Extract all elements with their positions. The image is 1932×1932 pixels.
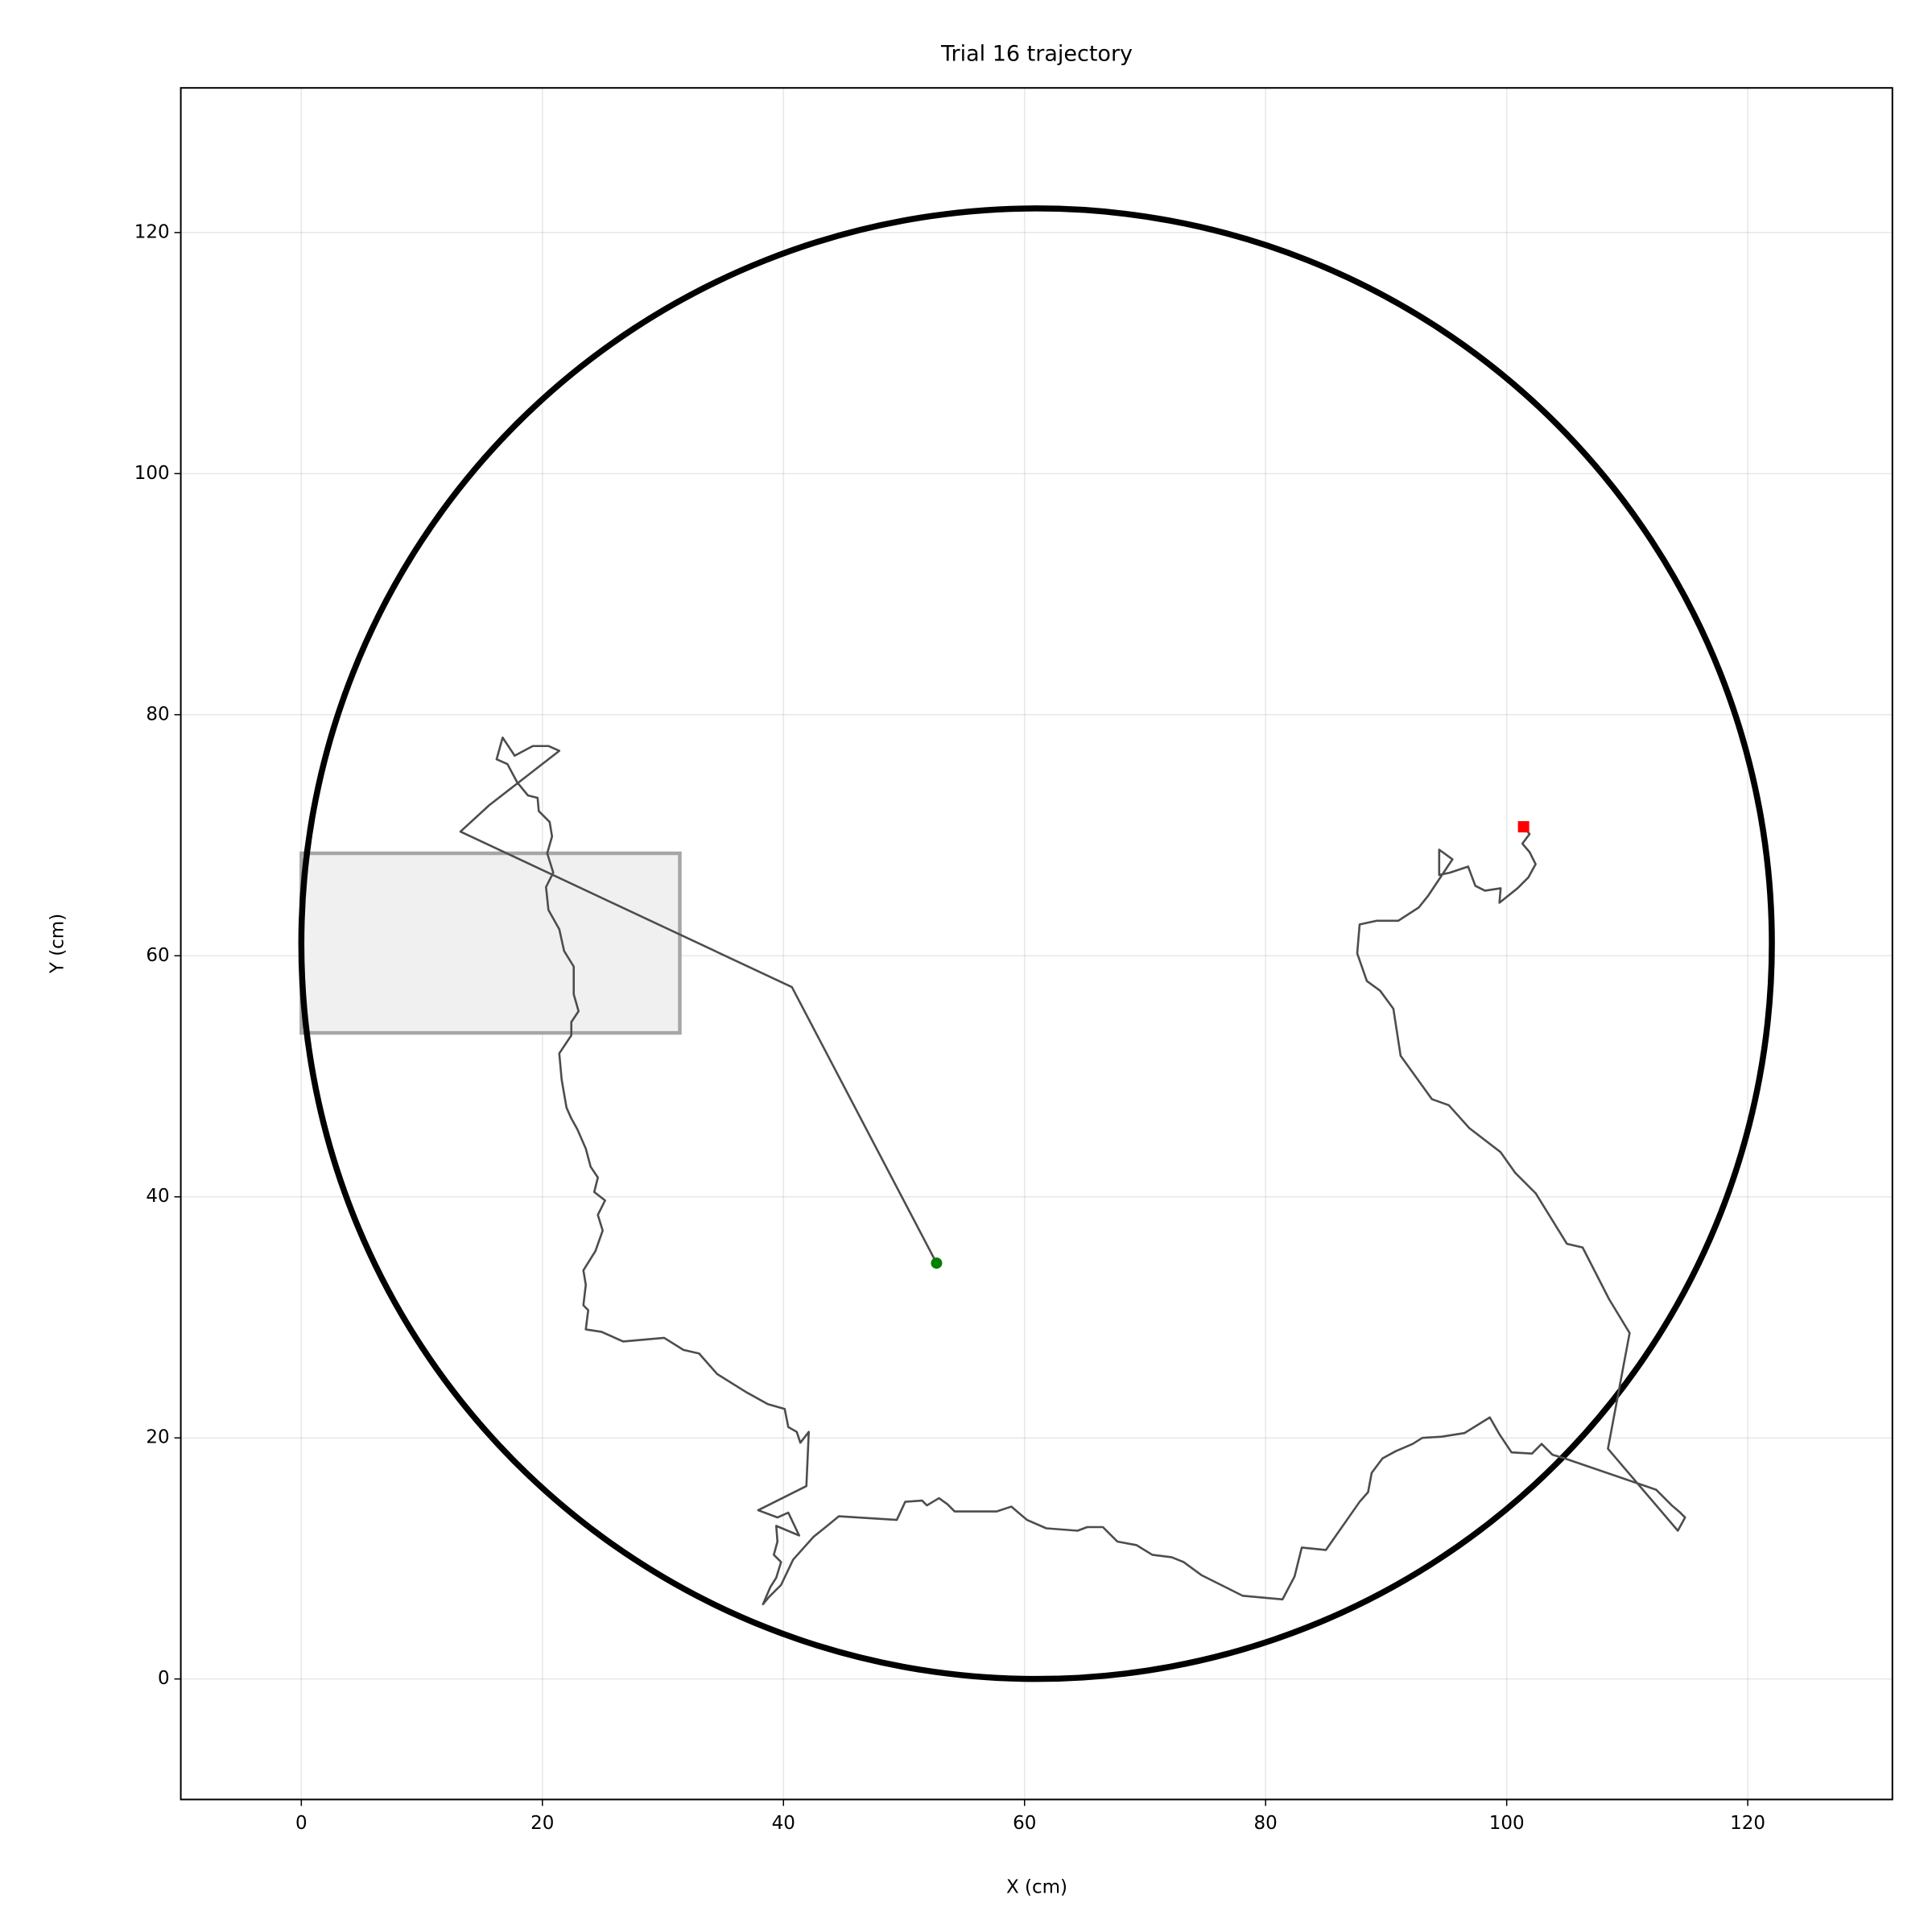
x-tick-label: 100 [1489, 1813, 1525, 1834]
end-marker [1517, 821, 1530, 833]
x-axis-label: X (cm) [1006, 1877, 1067, 1898]
y-tick-label: 80 [146, 704, 169, 724]
x-tick-label: 40 [772, 1813, 795, 1834]
y-tick-label: 60 [146, 945, 169, 966]
y-tick-label: 20 [146, 1427, 169, 1448]
y-tick-label: 120 [134, 221, 170, 242]
chart-title: Trial 16 trajectory [940, 42, 1133, 67]
y-tick-label: 0 [158, 1668, 170, 1689]
x-tick-label: 120 [1730, 1813, 1765, 1834]
y-tick-label: 100 [134, 463, 170, 484]
plot-frame [180, 87, 1893, 1801]
trajectory [459, 736, 1686, 1606]
x-tick-label: 60 [1013, 1813, 1036, 1834]
x-tick-label: 0 [295, 1813, 308, 1834]
x-tick-label: 20 [530, 1813, 554, 1834]
y-axis-label: Y (cm) [47, 914, 68, 974]
arena [298, 205, 1775, 1682]
start-marker [931, 1257, 943, 1269]
zone [299, 851, 682, 1035]
y-tick-label: 40 [146, 1186, 169, 1207]
x-tick-label: 80 [1254, 1813, 1278, 1834]
